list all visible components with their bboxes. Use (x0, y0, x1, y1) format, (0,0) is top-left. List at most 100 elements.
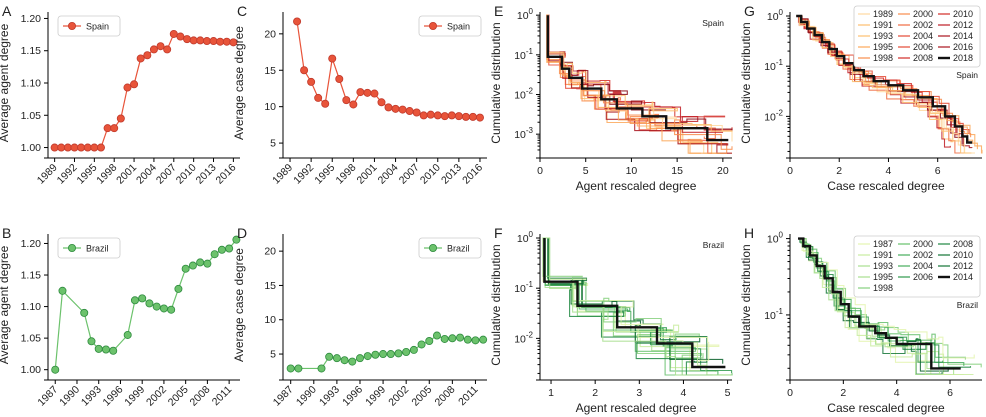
x-tick-label: 0 (537, 165, 543, 177)
data-point (468, 112, 477, 121)
data-point (335, 74, 344, 83)
data-point (402, 347, 411, 356)
legend-year: 2002 (913, 250, 933, 260)
data-point (83, 143, 92, 152)
data-point (471, 336, 480, 345)
x-axis-title: Agent rescaled degree (576, 401, 697, 415)
y-tick-label: 20 (264, 28, 276, 40)
data-point (379, 350, 388, 359)
x-tick-label: 4 (886, 165, 892, 177)
y-tick-label: 15 (264, 280, 276, 292)
data-point (409, 345, 418, 354)
x-tick-label: 1993 (317, 384, 342, 409)
y-tick-label: 100 (517, 7, 534, 22)
legend-box (57, 237, 121, 259)
x-tick-label: 20 (717, 165, 729, 177)
legend-box (418, 237, 482, 259)
panel-letter: A (2, 3, 12, 19)
data-point (63, 143, 72, 152)
x-tick-label: 1990 (57, 384, 82, 409)
y-tick-label: 1.15 (21, 270, 42, 282)
y-tick-label: 1.00 (21, 364, 42, 376)
year-step-curve (546, 14, 733, 150)
legend-year: 1998 (873, 283, 893, 293)
x-tick-label: 2005 (409, 384, 434, 409)
legend-year: 2004 (913, 31, 933, 41)
data-point (232, 235, 241, 244)
data-point (196, 258, 205, 267)
x-tick-label: 1993 (79, 384, 104, 409)
data-point (222, 37, 231, 46)
x-tick-label: 1996 (101, 384, 126, 409)
x-tick-label: 1998 (333, 162, 358, 187)
x-tick-label: 1998 (94, 162, 119, 187)
data-point (94, 344, 103, 353)
legend-year: 2002 (913, 20, 933, 30)
data-point (440, 112, 449, 121)
legend-year: 2018 (953, 53, 973, 63)
data-point (440, 334, 449, 343)
year-step-curve (547, 14, 727, 154)
legend-year: 2010 (953, 9, 973, 19)
data-point (183, 35, 192, 44)
legend-marker (68, 243, 77, 252)
x-tick-label: 2011 (210, 384, 235, 409)
x-tick-label: 2001 (355, 162, 380, 187)
x-tick-label: 4 (894, 387, 900, 399)
data-point (156, 42, 165, 51)
data-point (216, 37, 225, 46)
x-tick-label: 1995 (312, 162, 337, 187)
data-point (461, 112, 470, 121)
year-step-curve (796, 15, 972, 154)
reference-year-curve (546, 15, 729, 142)
year-step-curve (544, 237, 732, 376)
legend-year: 2014 (953, 31, 973, 41)
panel-e: E 0 5 10 15 20 10-3 10-2 10-1 100 Cumulative distr… (489, 3, 733, 193)
data-point (425, 337, 434, 346)
y-tick-label: 5 (270, 138, 276, 150)
x-tick-label: 2013 (194, 162, 219, 187)
data-point (370, 89, 379, 98)
data-point (77, 143, 86, 152)
x-axis-title: Case rescaled degree (827, 179, 945, 193)
country-label: Brazil (703, 240, 724, 250)
x-tick-label: 10 (626, 165, 638, 177)
y-tick-label: 5 (270, 349, 276, 361)
data-point (217, 245, 226, 254)
y-axis-title: Cumulative distribution (489, 22, 503, 143)
x-tick-label: 1987 (271, 384, 296, 409)
x-tick-label: 15 (671, 165, 683, 177)
legend-marker (68, 21, 77, 30)
data-point (432, 331, 441, 340)
y-tick-label: 100 (767, 231, 784, 246)
data-point (145, 299, 154, 308)
x-tick-label: 5 (725, 387, 731, 399)
data-point (90, 143, 99, 152)
data-point (110, 124, 119, 133)
data-point (202, 37, 211, 46)
data-point (475, 113, 484, 122)
data-point (103, 124, 112, 133)
data-point (371, 350, 380, 359)
y-tick-label: 1.05 (21, 110, 42, 122)
y-tick-label: 10-1 (764, 58, 783, 73)
x-tick-label: 4 (681, 387, 687, 399)
legend-label: Spain (447, 22, 470, 32)
data-point (130, 80, 139, 89)
y-tick-label: 10-1 (514, 280, 533, 295)
legend-year: 2006 (913, 272, 933, 282)
data-point (391, 104, 400, 113)
data-point (479, 335, 488, 344)
data-point (96, 143, 105, 152)
legend-year: 1995 (873, 272, 893, 282)
legend-year: 1989 (873, 9, 893, 19)
data-point (377, 98, 386, 107)
data-point (123, 83, 132, 92)
legend-box (418, 15, 482, 37)
legend-year: 1991 (873, 250, 893, 260)
data-point (363, 88, 372, 97)
data-point (167, 305, 176, 314)
x-tick-label: 2 (592, 387, 598, 399)
y-axis-title: Average agent degree (0, 245, 11, 364)
x-tick-label: 1989 (35, 162, 60, 187)
